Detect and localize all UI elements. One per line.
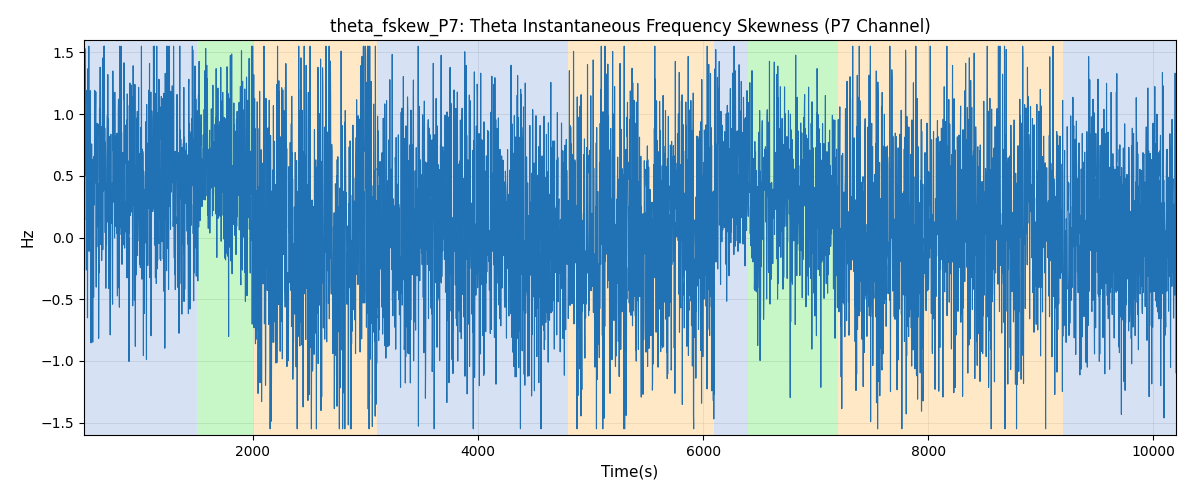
Bar	[1063, 40, 1176, 435]
X-axis label: Time(s): Time(s)	[601, 464, 659, 479]
Title: theta_fskew_P7: Theta Instantaneous Frequency Skewness (P7 Channel): theta_fskew_P7: Theta Instantaneous Freq…	[330, 18, 930, 36]
Bar	[749, 40, 839, 435]
Bar	[197, 40, 253, 435]
Bar	[568, 40, 714, 435]
Bar	[839, 40, 1063, 435]
Bar	[714, 40, 749, 435]
Bar	[84, 40, 197, 435]
Bar	[253, 40, 377, 435]
Bar	[377, 40, 568, 435]
Y-axis label: Hz: Hz	[20, 228, 35, 247]
